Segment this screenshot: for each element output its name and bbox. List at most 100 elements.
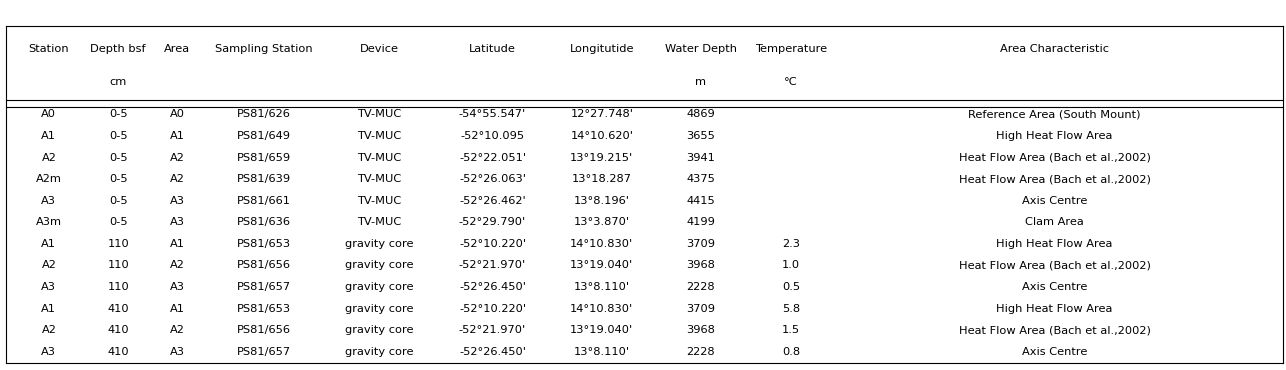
Text: A3: A3	[41, 347, 57, 357]
Text: 14°10.830': 14°10.830'	[570, 304, 634, 314]
Text: Station: Station	[28, 44, 69, 54]
Text: TV-MUC: TV-MUC	[358, 152, 401, 162]
Text: A1: A1	[41, 131, 57, 141]
Text: gravity core: gravity core	[345, 260, 414, 270]
Text: A2: A2	[170, 152, 185, 162]
Text: Heat Flow Area (Bach et al.,2002): Heat Flow Area (Bach et al.,2002)	[958, 325, 1151, 335]
Text: A3: A3	[170, 217, 185, 227]
Text: 13°8.110': 13°8.110'	[574, 282, 630, 292]
Text: A1: A1	[170, 131, 185, 141]
Text: 410: 410	[108, 347, 129, 357]
Text: 0.5: 0.5	[782, 282, 800, 292]
Text: 110: 110	[108, 239, 129, 249]
Text: A0: A0	[41, 110, 57, 120]
Text: 13°19.040': 13°19.040'	[570, 260, 634, 270]
Text: 1.0: 1.0	[782, 260, 800, 270]
Text: -52°22.051': -52°22.051'	[459, 152, 526, 162]
Text: TV-MUC: TV-MUC	[358, 196, 401, 206]
Text: -52°29.790': -52°29.790'	[459, 217, 526, 227]
Text: 2228: 2228	[687, 347, 715, 357]
Text: -52°10.095: -52°10.095	[460, 131, 525, 141]
Text: -52°10.220': -52°10.220'	[459, 239, 526, 249]
Text: -52°21.970': -52°21.970'	[459, 260, 526, 270]
Text: TV-MUC: TV-MUC	[358, 110, 401, 120]
Text: 0-5: 0-5	[109, 174, 127, 184]
Text: PS81/636: PS81/636	[237, 217, 291, 227]
Text: 2228: 2228	[687, 282, 715, 292]
Text: 0-5: 0-5	[109, 196, 127, 206]
Text: Heat Flow Area (Bach et al.,2002): Heat Flow Area (Bach et al.,2002)	[958, 152, 1151, 162]
Text: A1: A1	[170, 239, 185, 249]
Text: A0: A0	[170, 110, 185, 120]
Text: Sampling Station: Sampling Station	[215, 44, 312, 54]
Text: A2: A2	[41, 325, 57, 335]
Text: gravity core: gravity core	[345, 347, 414, 357]
Text: 410: 410	[108, 304, 129, 314]
Text: gravity core: gravity core	[345, 282, 414, 292]
Text: -52°26.063': -52°26.063'	[459, 174, 526, 184]
Text: 110: 110	[108, 282, 129, 292]
Text: High Heat Flow Area: High Heat Flow Area	[997, 304, 1112, 314]
Text: TV-MUC: TV-MUC	[358, 174, 401, 184]
Text: -54°55.547': -54°55.547'	[459, 110, 526, 120]
Text: Water Depth: Water Depth	[665, 44, 737, 54]
Text: A2: A2	[170, 325, 185, 335]
Text: 14°10.830': 14°10.830'	[570, 239, 634, 249]
Text: A3: A3	[170, 282, 185, 292]
Text: A2: A2	[41, 260, 57, 270]
Text: PS81/626: PS81/626	[237, 110, 291, 120]
Text: A1: A1	[41, 304, 57, 314]
Text: A3m: A3m	[36, 217, 62, 227]
Text: High Heat Flow Area: High Heat Flow Area	[997, 239, 1112, 249]
Text: A2: A2	[170, 174, 185, 184]
Text: PS81/657: PS81/657	[237, 282, 291, 292]
Text: 2.3: 2.3	[782, 239, 800, 249]
Text: gravity core: gravity core	[345, 239, 414, 249]
Text: Depth bsf: Depth bsf	[90, 44, 147, 54]
Text: PS81/653: PS81/653	[237, 304, 291, 314]
Text: Heat Flow Area (Bach et al.,2002): Heat Flow Area (Bach et al.,2002)	[958, 174, 1151, 184]
Text: Area Characteristic: Area Characteristic	[1001, 44, 1109, 54]
Text: A1: A1	[41, 239, 57, 249]
Text: gravity core: gravity core	[345, 325, 414, 335]
Text: 0-5: 0-5	[109, 152, 127, 162]
Text: 110: 110	[108, 260, 129, 270]
Text: Axis Centre: Axis Centre	[1022, 196, 1087, 206]
Text: PS81/656: PS81/656	[237, 260, 291, 270]
Text: Latitude: Latitude	[469, 44, 516, 54]
Text: A1: A1	[170, 304, 185, 314]
Text: -52°10.220': -52°10.220'	[459, 304, 526, 314]
Text: Clam Area: Clam Area	[1025, 217, 1084, 227]
Text: Area: Area	[165, 44, 190, 54]
Text: 3655: 3655	[687, 131, 715, 141]
Text: 0-5: 0-5	[109, 110, 127, 120]
Text: 0.8: 0.8	[782, 347, 800, 357]
Text: A2: A2	[41, 152, 57, 162]
Text: °C: °C	[784, 77, 797, 87]
Text: PS81/661: PS81/661	[237, 196, 291, 206]
Text: A3: A3	[170, 347, 185, 357]
Text: 3709: 3709	[687, 304, 715, 314]
Text: Heat Flow Area (Bach et al.,2002): Heat Flow Area (Bach et al.,2002)	[958, 260, 1151, 270]
Text: A3: A3	[41, 282, 57, 292]
Text: PS81/659: PS81/659	[237, 152, 291, 162]
Text: -52°26.450': -52°26.450'	[459, 282, 526, 292]
Text: -52°21.970': -52°21.970'	[459, 325, 526, 335]
Text: A2: A2	[170, 260, 185, 270]
Text: 3968: 3968	[687, 260, 715, 270]
Text: 0-5: 0-5	[109, 131, 127, 141]
Text: High Heat Flow Area: High Heat Flow Area	[997, 131, 1112, 141]
Text: 13°3.870': 13°3.870'	[574, 217, 630, 227]
Text: A2m: A2m	[36, 174, 62, 184]
Text: 4415: 4415	[687, 196, 715, 206]
Text: Temperature: Temperature	[755, 44, 827, 54]
Text: 0-5: 0-5	[109, 217, 127, 227]
Text: PS81/653: PS81/653	[237, 239, 291, 249]
Text: gravity core: gravity core	[345, 304, 414, 314]
Text: 12°27.748': 12°27.748'	[571, 110, 633, 120]
Text: Axis Centre: Axis Centre	[1022, 347, 1087, 357]
Text: 1.5: 1.5	[782, 325, 800, 335]
Text: 4869: 4869	[687, 110, 715, 120]
Text: Axis Centre: Axis Centre	[1022, 282, 1087, 292]
Text: Longitutide: Longitutide	[570, 44, 634, 54]
